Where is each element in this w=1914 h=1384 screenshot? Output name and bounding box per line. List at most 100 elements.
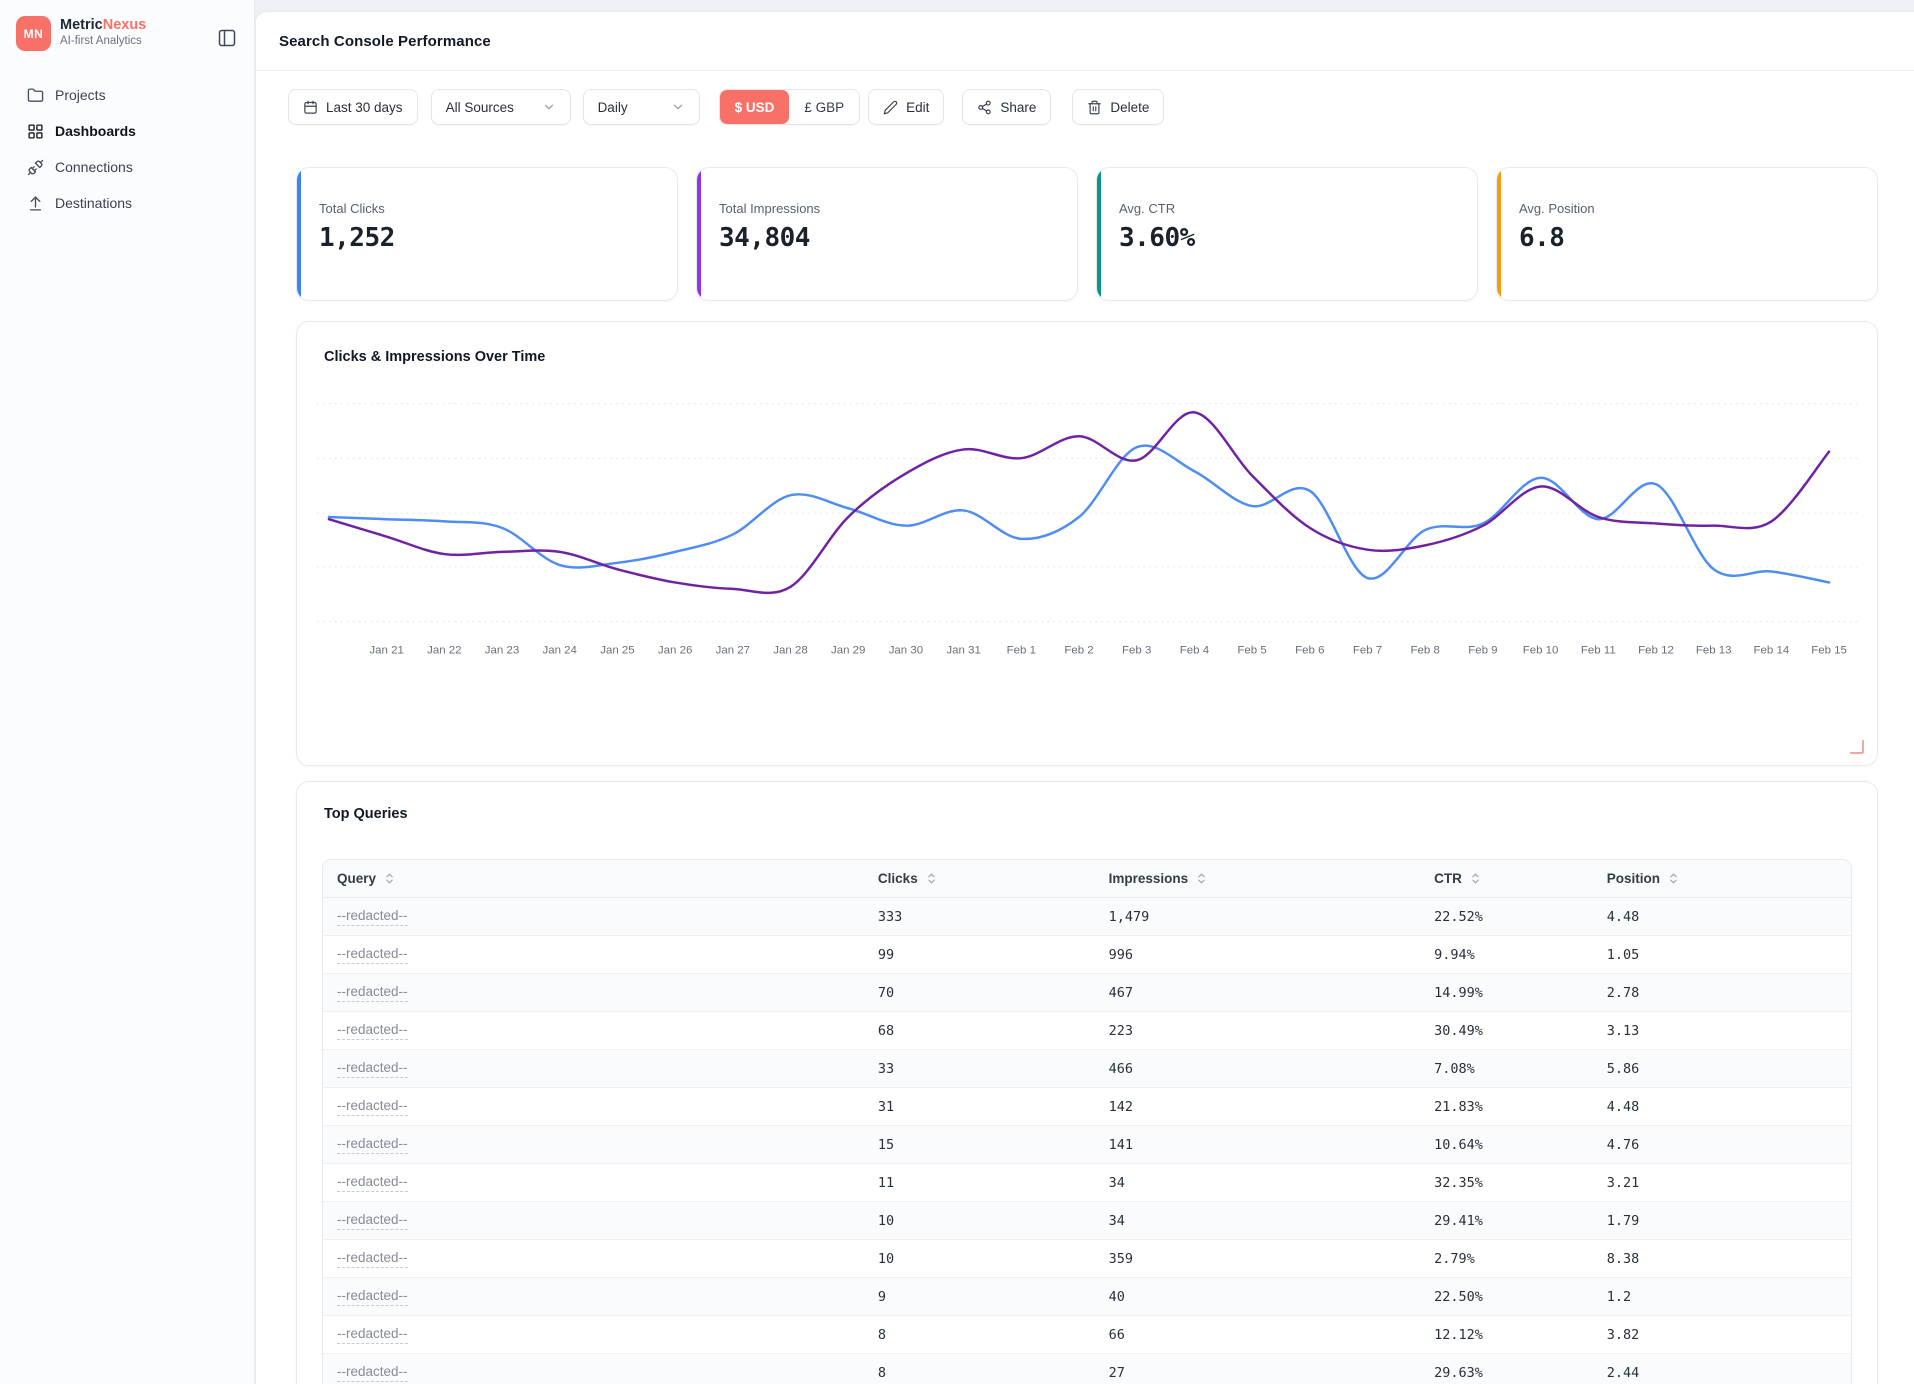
query-cell: --redacted-- (323, 1354, 864, 1384)
table-row: --redacted--103429.41%1.79 (323, 1202, 1851, 1240)
x-axis-label: Jan 29 (831, 645, 865, 657)
position-cell: 4.48 (1593, 1088, 1851, 1126)
stat-card-total-clicks: Total Clicks1,252 (296, 167, 678, 301)
impressions-cell: 40 (1095, 1278, 1420, 1316)
x-axis-label: Jan 30 (889, 645, 923, 657)
position-cell: 2.78 (1593, 974, 1851, 1012)
query-cell: --redacted-- (323, 1012, 864, 1050)
ctr-cell: 7.08% (1420, 1050, 1593, 1088)
ctr-cell: 14.99% (1420, 974, 1593, 1012)
sidebar-collapse-icon[interactable] (217, 28, 237, 48)
currency-usd-button[interactable]: $ USD (720, 90, 790, 124)
ctr-cell: 32.35% (1420, 1164, 1593, 1202)
x-axis-label: Feb 4 (1180, 645, 1210, 657)
sidebar-item-label: Destinations (55, 195, 132, 211)
column-header-query[interactable]: Query (323, 860, 864, 898)
top-queries-table: Query Clicks Impressions CTRPosition --reda… (322, 859, 1852, 1384)
ctr-cell: 29.41% (1420, 1202, 1593, 1240)
stat-label: Avg. CTR (1119, 201, 1477, 216)
stat-label: Avg. Position (1519, 201, 1877, 216)
sidebar-item-projects[interactable]: Projects (0, 77, 254, 113)
sort-icon[interactable] (1469, 872, 1482, 885)
ctr-cell: 22.52% (1420, 898, 1593, 936)
column-header-position[interactable]: Position (1593, 860, 1851, 898)
x-axis-label: Feb 14 (1754, 645, 1790, 657)
x-axis-label: Jan 31 (946, 645, 980, 657)
query-cell: --redacted-- (323, 1126, 864, 1164)
folder-icon (27, 87, 44, 104)
sort-icon[interactable] (925, 872, 938, 885)
table-row: --redacted--82729.63%2.44 (323, 1354, 1851, 1384)
currency-gbp-button[interactable]: £ GBP (789, 90, 859, 124)
resize-handle-icon[interactable] (1850, 740, 1863, 753)
sidebar: MN MetricNexus AI-first Analytics Projec… (0, 0, 255, 1384)
sidebar-item-connections[interactable]: Connections (0, 149, 254, 185)
table-row: --redacted--113432.35%3.21 (323, 1164, 1851, 1202)
stat-card-avg-position: Avg. Position6.8 (1496, 167, 1878, 301)
stat-card-avg-ctr: Avg. CTR3.60% (1096, 167, 1478, 301)
clicks-cell: 333 (864, 898, 1095, 936)
date-range-button[interactable]: Last 30 days (288, 89, 418, 125)
stat-accent-bar (1497, 168, 1501, 300)
app-screen: MN MetricNexus AI-first Analytics Projec… (0, 0, 1914, 1384)
column-label: Clicks (878, 871, 918, 886)
stats-row: Total Clicks1,252Total Impressions34,804… (296, 167, 1878, 301)
sidebar-nav: Projects Dashboards Connections Destination… (0, 77, 254, 221)
x-axis-label: Feb 9 (1468, 645, 1497, 657)
clicks-cell: 68 (864, 1012, 1095, 1050)
x-axis-label: Feb 11 (1581, 645, 1616, 657)
sidebar-item-destinations[interactable]: Destinations (0, 185, 254, 221)
ctr-cell: 29.63% (1420, 1354, 1593, 1384)
query-cell: --redacted-- (323, 936, 864, 974)
clicks-line (329, 446, 1829, 583)
impressions-cell: 34 (1095, 1202, 1420, 1240)
table-row: --redacted--86612.12%3.82 (323, 1316, 1851, 1354)
share-button[interactable]: Share (962, 89, 1051, 125)
sidebar-item-label: Projects (55, 87, 106, 103)
clicks-cell: 33 (864, 1050, 1095, 1088)
ctr-cell: 21.83% (1420, 1088, 1593, 1126)
position-cell: 3.82 (1593, 1316, 1851, 1354)
clicks-cell: 10 (864, 1240, 1095, 1278)
brand-text: MetricNexus AI-first Analytics (60, 16, 146, 49)
table-row: --redacted--1514110.64%4.76 (323, 1126, 1851, 1164)
x-axis-label: Jan 24 (543, 645, 578, 657)
redacted-query: --redacted-- (337, 946, 408, 964)
content: Last 30 days All Sources Daily (256, 89, 1914, 1384)
column-label: Impressions (1109, 871, 1189, 886)
position-cell: 4.76 (1593, 1126, 1851, 1164)
query-cell: --redacted-- (323, 974, 864, 1012)
sidebar-item-label: Dashboards (55, 123, 136, 139)
clicks-cell: 8 (864, 1316, 1095, 1354)
stat-accent-bar (697, 168, 701, 300)
ctr-cell: 2.79% (1420, 1240, 1593, 1278)
delete-button[interactable]: Delete (1072, 89, 1164, 125)
granularity-select[interactable]: Daily (583, 89, 700, 125)
column-header-impressions[interactable]: Impressions (1095, 860, 1420, 898)
sidebar-item-dashboards[interactable]: Dashboards (0, 113, 254, 149)
impressions-cell: 467 (1095, 974, 1420, 1012)
impressions-cell: 466 (1095, 1050, 1420, 1088)
page-header: Search Console Performance (256, 12, 1914, 71)
redacted-query: --redacted-- (337, 984, 408, 1002)
redacted-query: --redacted-- (337, 1060, 408, 1078)
x-axis-label: Feb 7 (1353, 645, 1382, 657)
redacted-query: --redacted-- (337, 1326, 408, 1344)
x-axis-label: Feb 3 (1122, 645, 1151, 657)
column-header-ctr[interactable]: CTR (1420, 860, 1593, 898)
table-row: --redacted--6822330.49%3.13 (323, 1012, 1851, 1050)
clicks-cell: 10 (864, 1202, 1095, 1240)
toolbar: Last 30 days All Sources Daily (288, 89, 1878, 125)
trash-icon (1087, 100, 1102, 115)
position-cell: 2.44 (1593, 1354, 1851, 1384)
stat-card-total-impressions: Total Impressions34,804 (696, 167, 1078, 301)
sort-icon[interactable] (383, 872, 396, 885)
sources-select[interactable]: All Sources (431, 89, 571, 125)
brand-name: MetricNexus (60, 17, 146, 34)
column-header-clicks[interactable]: Clicks (864, 860, 1095, 898)
sort-icon[interactable] (1667, 872, 1680, 885)
edit-button[interactable]: Edit (868, 89, 944, 125)
sort-icon[interactable] (1195, 872, 1208, 885)
query-cell: --redacted-- (323, 1240, 864, 1278)
brand-name-accent: Nexus (103, 17, 147, 33)
